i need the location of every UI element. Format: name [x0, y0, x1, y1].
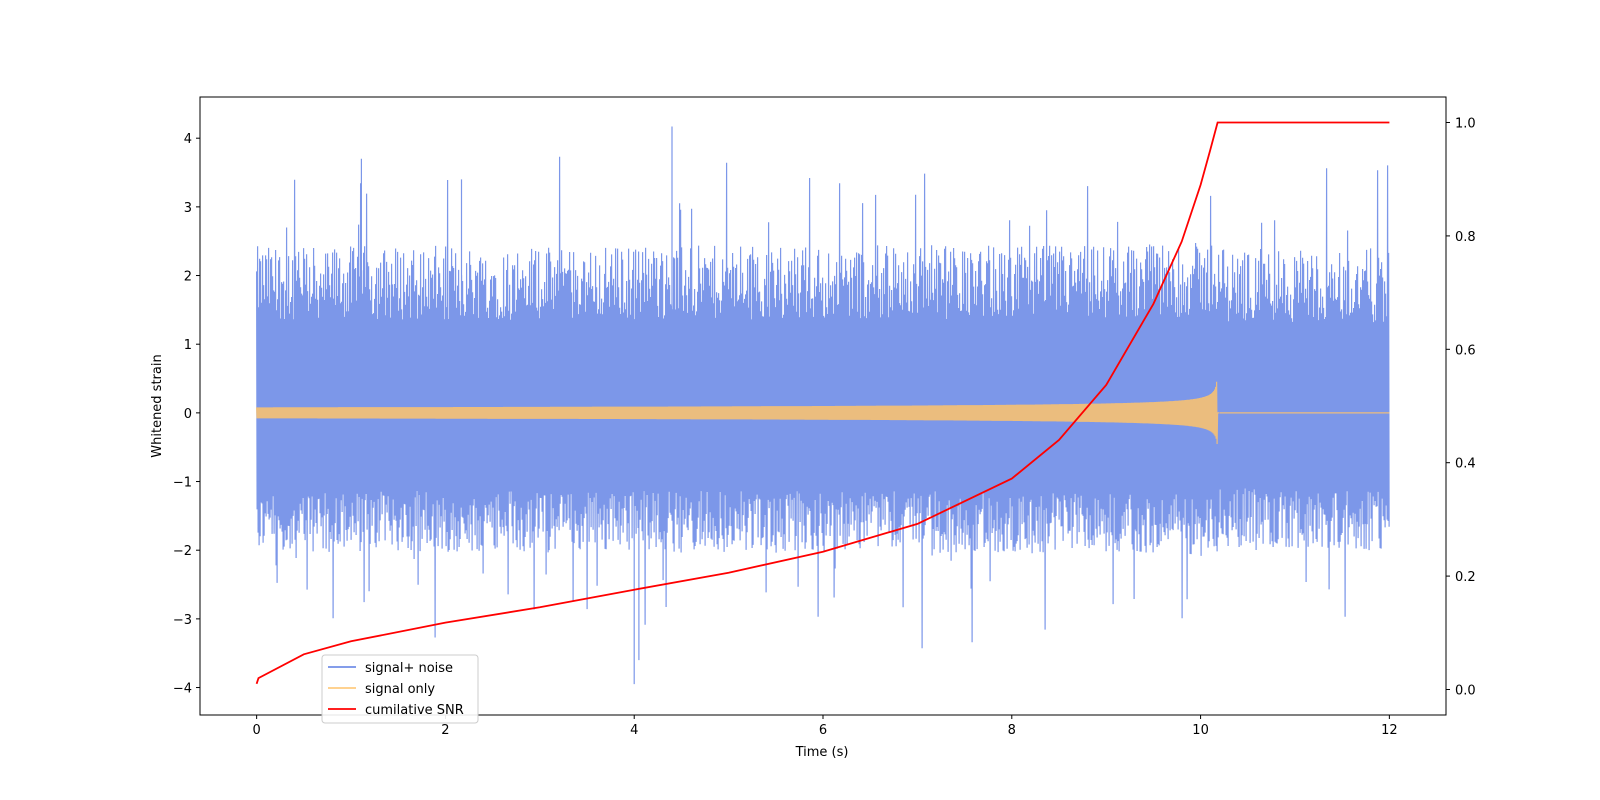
y-tick-label: 0	[184, 407, 192, 422]
y-tick-label: −4	[173, 682, 192, 697]
y2-tick-label: 0.4	[1455, 457, 1476, 472]
series-signal-plus-noise-line	[256, 126, 1390, 685]
legend-label-signal-plus-noise: signal+ noise	[365, 661, 453, 676]
y-axis-left: −4 −3 −2 −1 0 1 2 3 4	[173, 132, 200, 697]
x-tick-label: 12	[1381, 723, 1398, 738]
series-signal-only-line	[256, 381, 1390, 445]
y-tick-label: −2	[173, 544, 192, 559]
legend-label-cumulative-snr: cumilative SNR	[365, 703, 464, 718]
y-tick-label: −3	[173, 613, 192, 628]
y-tick-label: 1	[184, 338, 192, 353]
x-tick-label: 10	[1192, 723, 1209, 738]
x-tick-label: 0	[252, 723, 260, 738]
y-axis-label: Whitened strain	[150, 354, 165, 457]
x-axis-label: Time (s)	[795, 745, 849, 760]
y2-tick-label: 1.0	[1455, 117, 1476, 132]
x-axis: 0 2 4 6 8 10 12	[252, 715, 1398, 738]
y-tick-label: 4	[184, 132, 192, 147]
y-tick-label: 3	[184, 201, 192, 216]
x-tick-label: 8	[1008, 723, 1016, 738]
x-tick-label: 6	[819, 723, 827, 738]
y2-tick-label: 0.0	[1455, 683, 1476, 698]
x-tick-label: 2	[441, 723, 449, 738]
legend-frame	[321, 654, 479, 724]
series-cumulative-snr-line	[255, 121, 1390, 685]
y-axis-right: 0.0 0.2 0.4 0.6 0.8 1.0	[1446, 117, 1476, 698]
plot-area	[255, 121, 1390, 685]
y2-tick-label: 0.8	[1455, 230, 1476, 245]
y2-tick-label: 0.6	[1455, 343, 1476, 358]
x-tick-label: 4	[630, 723, 638, 738]
y-tick-label: −1	[173, 476, 192, 491]
y2-tick-label: 0.2	[1455, 570, 1476, 585]
y-tick-label: 2	[184, 270, 192, 285]
legend: signal+ noise signal only cumilative SNR	[321, 654, 479, 724]
legend-label-signal-only: signal only	[365, 682, 435, 697]
